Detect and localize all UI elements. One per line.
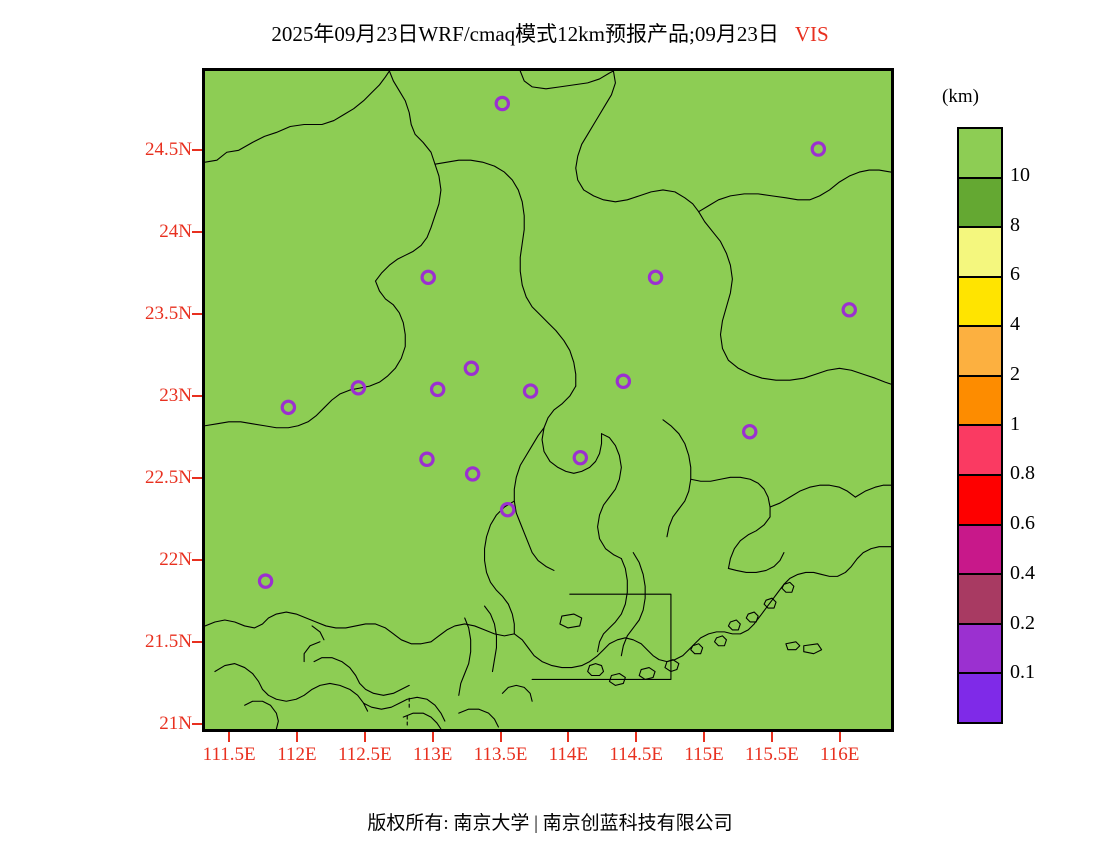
station-marker[interactable] <box>257 573 274 589</box>
station-marker[interactable] <box>463 360 480 377</box>
station-marker[interactable] <box>742 423 758 440</box>
colorbar-tick-label: 0.8 <box>1010 462 1035 485</box>
title-variable-text: VIS <box>794 22 829 46</box>
colorbar-tick-label: 8 <box>1010 213 1020 236</box>
y-axis-tick-label: 21N <box>159 712 192 734</box>
y-axis-tick-label: 23.5N <box>145 302 192 324</box>
map-canvas <box>205 71 891 729</box>
x-axis-tick-label: 115.5E <box>745 744 799 765</box>
x-axis-tick-mark <box>635 732 638 742</box>
colorbar-band <box>959 575 1001 625</box>
station-marker[interactable] <box>615 373 632 390</box>
y-axis-tick-label: 22.5N <box>145 466 192 488</box>
colorbar-tick-label: 6 <box>1010 263 1020 286</box>
station-marker[interactable] <box>499 501 516 518</box>
colorbar-band <box>959 674 1001 722</box>
colorbar-band <box>959 376 1001 427</box>
y-axis-tick-mark <box>192 640 202 643</box>
x-axis-tick-label: 116E <box>820 744 860 765</box>
x-axis-tick-label: 113.5E <box>473 744 528 765</box>
station-marker[interactable] <box>494 95 511 112</box>
x-axis-tick-mark <box>228 732 231 742</box>
y-axis-tick-mark <box>192 230 202 233</box>
y-axis-tick-mark <box>192 148 202 151</box>
colorbar-tick-label: 0.2 <box>1010 611 1035 634</box>
station-marker[interactable] <box>647 269 664 286</box>
y-axis: 24.5N 24N 23.5N 23N 22.5N 22N 21.5N 21N <box>80 0 192 850</box>
x-axis-tick-label: 114E <box>548 744 589 765</box>
y-axis-tick-label: 22N <box>159 548 192 570</box>
colorbar-tick-label: 10 <box>1010 163 1030 186</box>
x-axis-tick-label: 114.5E <box>609 744 664 765</box>
x-axis-tick-label: 111.5E <box>202 744 256 765</box>
colorbar-band <box>959 327 1001 377</box>
y-axis-tick-label: 24N <box>159 220 192 242</box>
station-marker[interactable] <box>420 269 436 286</box>
station-marker[interactable] <box>280 399 297 416</box>
x-axis-tick-mark <box>295 732 298 742</box>
colorbar-bands <box>957 127 1003 724</box>
colorbar-unit-label: (km) <box>942 86 979 107</box>
x-axis-tick-mark <box>431 732 434 742</box>
station-marker[interactable] <box>429 381 446 398</box>
map-plot-area[interactable] <box>202 68 894 732</box>
colorbar-tick-label: 0.4 <box>1010 561 1035 584</box>
station-markers <box>257 95 857 589</box>
x-axis-tick-label: 115E <box>684 744 724 765</box>
title-main-text: 2025年09月23日WRF/cmaq模式12km预报产品;09月23日 <box>271 22 779 46</box>
colorbar-tick-label: 2 <box>1010 362 1020 385</box>
colorbar-tick-label: 4 <box>1010 313 1020 335</box>
x-axis-tick-mark <box>838 732 841 742</box>
x-axis-tick-mark <box>363 732 366 742</box>
colorbar-band <box>959 277 1001 328</box>
y-axis-tick-mark <box>192 722 202 725</box>
station-marker[interactable] <box>841 302 857 318</box>
colorbar-band <box>959 476 1001 526</box>
y-axis-tick-label: 23N <box>159 384 192 406</box>
x-axis-tick-label: 112.5E <box>337 744 392 765</box>
colorbar-band <box>959 426 1001 477</box>
y-axis-tick-mark <box>192 312 202 315</box>
station-marker[interactable] <box>419 451 435 467</box>
x-axis-tick-mark <box>567 732 570 742</box>
station-marker[interactable] <box>572 449 589 466</box>
colorbar-band <box>959 624 1001 675</box>
x-axis-tick-mark <box>703 732 706 742</box>
colorbar-band <box>959 129 1001 179</box>
x-axis-tick-label: 112E <box>277 744 317 765</box>
x-axis-tick-mark <box>499 732 502 742</box>
administrative-boundaries <box>205 71 891 729</box>
x-axis: 111.5E 112E 112.5E 113E 113.5E 114E 114.5E 115E… <box>0 745 1100 771</box>
colorbar-tick-label: 0.6 <box>1010 512 1035 534</box>
colorbar-tick-label: 1 <box>1010 412 1020 435</box>
station-marker[interactable] <box>350 380 367 396</box>
colorbar-band <box>959 178 1001 229</box>
station-marker[interactable] <box>522 383 539 399</box>
colorbar-tick-label: 0.1 <box>1010 661 1035 684</box>
copyright-footer: 版权所有: 南京大学 | 南京创蓝科技有限公司 <box>367 813 733 834</box>
colorbar-band <box>959 525 1001 576</box>
x-axis-tick-label: 113E <box>412 744 453 765</box>
y-axis-tick-label: 24.5N <box>145 138 192 160</box>
station-marker[interactable] <box>810 141 827 157</box>
colorbar[interactable]: (km) 10 8 6 4 2 1 0.8 0.6 0.4 0.2 0.1 <box>938 86 1098 746</box>
y-axis-tick-label: 21.5N <box>145 630 192 652</box>
y-axis-tick-mark <box>192 476 202 479</box>
y-axis-tick-mark <box>192 558 202 561</box>
station-marker[interactable] <box>464 466 481 482</box>
y-axis-tick-mark <box>192 394 202 397</box>
colorbar-band <box>959 228 1001 278</box>
chart-title: 2025年09月23日WRF/cmaq模式12km预报产品;09月23日 VIS <box>0 18 1100 48</box>
x-axis-tick-mark <box>770 732 773 742</box>
